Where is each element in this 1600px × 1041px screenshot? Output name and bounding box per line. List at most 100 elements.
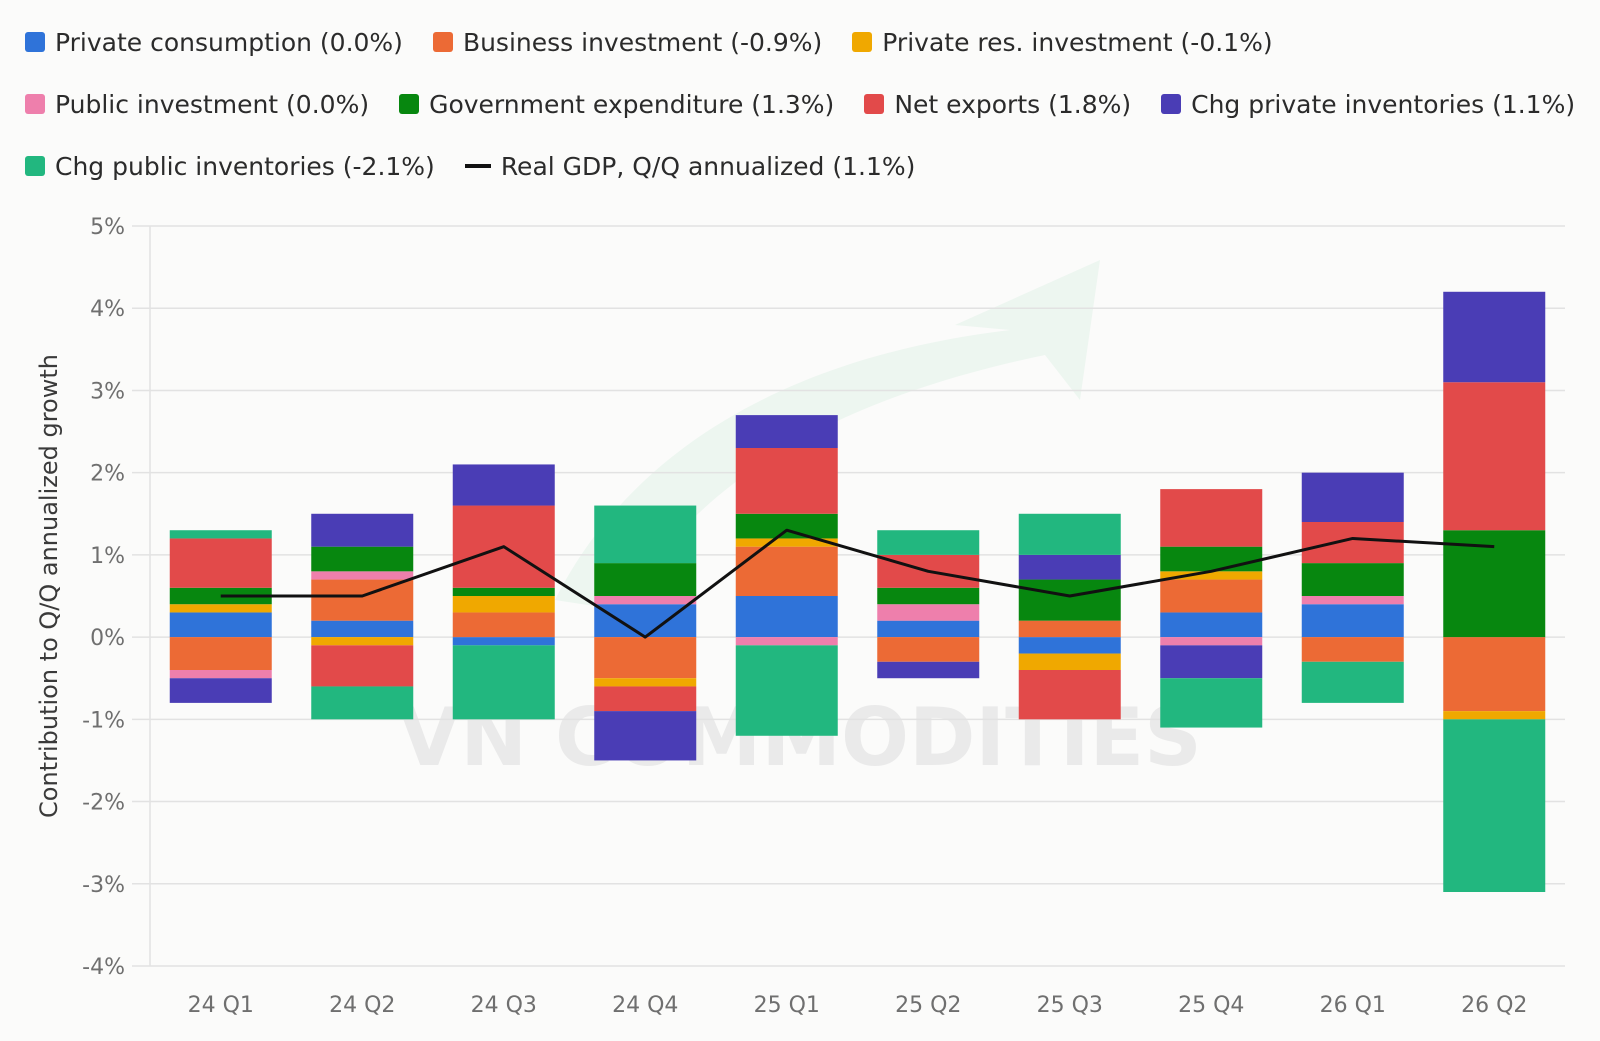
bar-segment [1160, 571, 1263, 580]
x-tick-label: 26 Q1 [1320, 993, 1386, 1018]
legend-item-real-gdp[interactable]: Real GDP, Q/Q annualized (1.1%) [464, 151, 916, 181]
bar-segment [735, 415, 838, 448]
bar-segment [594, 505, 697, 564]
y-tick-label: -2% [82, 791, 125, 816]
bar-segment [877, 620, 980, 638]
x-tick-label: 25 Q1 [754, 993, 820, 1018]
bar-segment [1018, 513, 1121, 555]
legend-swatch [25, 32, 45, 52]
legend-label: Private res. investment (-0.1%) [882, 27, 1273, 57]
bar-segment [735, 637, 838, 646]
bar-segment [1160, 489, 1263, 547]
x-tick-label: 24 Q4 [612, 993, 678, 1018]
legend-item-private-res-investment[interactable]: Private res. investment (-0.1%) [852, 27, 1273, 57]
legend-swatch [1161, 94, 1182, 114]
bar-segment [1443, 530, 1546, 638]
bar-segment [1160, 612, 1263, 638]
bar-segment [311, 579, 414, 621]
legend-row-2: Public investment (0.0%) Government expe… [25, 84, 1585, 124]
bar-segment [169, 670, 272, 679]
bar-segment [169, 637, 272, 670]
legend-swatch [25, 94, 45, 114]
bar-segment [1018, 620, 1121, 638]
legend-label: Public investment (0.0%) [55, 89, 370, 119]
bar-segment [169, 612, 272, 638]
bar-segment [452, 596, 555, 613]
bar-segment [594, 563, 697, 596]
legend-row-1: Private consumption (0.0%) Business inve… [25, 22, 1585, 62]
legend-label: Business investment (-0.9%) [462, 27, 823, 57]
bar-segment [1160, 546, 1263, 572]
bar-segment [594, 711, 697, 761]
bar-segment [1443, 637, 1546, 712]
bar-segment [594, 686, 697, 712]
legend-item-private-consumption[interactable]: Private consumption (0.0%) [25, 28, 403, 57]
y-tick-label: 0% [90, 626, 125, 651]
bar-segment [877, 587, 980, 605]
bar-segment [735, 645, 838, 736]
bar-segment [1160, 579, 1263, 613]
y-tick-label: -1% [82, 708, 125, 733]
watermark-arrow [555, 260, 1100, 610]
bar-segment [1018, 670, 1121, 720]
y-tick-label: 3% [90, 379, 125, 404]
bar-segment [311, 571, 414, 580]
bar-segment [169, 530, 272, 539]
legend-item-business-investment[interactable]: Business investment (-0.9%) [432, 27, 823, 57]
legend-item-chg-private-inventories[interactable]: Chg private inventories (1.1%) [1161, 90, 1575, 119]
y-tick-label: -4% [82, 955, 125, 980]
bar-segment [169, 538, 272, 588]
bar-segment [735, 546, 838, 596]
bar-segment [735, 513, 838, 539]
bar-segment [1018, 637, 1121, 654]
legend-swatch [432, 32, 453, 52]
bar-segment [877, 637, 980, 662]
bar-segment [1443, 711, 1546, 720]
x-tick-label: 24 Q1 [188, 993, 254, 1018]
x-tick-label: 25 Q3 [1037, 993, 1103, 1018]
bar-segment [735, 448, 838, 514]
bar-segment [311, 686, 414, 720]
bar-segment [169, 604, 272, 613]
legend-item-chg-public-inventories[interactable]: Chg public inventories (-2.1%) [25, 152, 435, 181]
bar-segment [1301, 637, 1404, 662]
bar-segment [452, 464, 555, 506]
x-tick-label: 26 Q2 [1461, 993, 1527, 1018]
bar-segment [1301, 604, 1404, 638]
bar-segment [1301, 472, 1404, 522]
bar-segment [311, 546, 414, 572]
y-tick-label: 5% [90, 215, 125, 240]
bar-segment [1160, 678, 1263, 728]
bar-segment [877, 530, 980, 555]
legend-line-swatch [464, 164, 491, 168]
bar-segment [1301, 522, 1404, 564]
legend-label: Chg public inventories (-2.1%) [55, 151, 435, 181]
legend-swatch [399, 94, 420, 114]
gdp-line [220, 528, 1495, 639]
y-tick-label: -3% [82, 873, 125, 898]
x-tick-label: 24 Q3 [471, 993, 537, 1018]
bar-segment [877, 661, 980, 679]
legend-item-government-expenditure[interactable]: Government expenditure (1.3%) [399, 90, 834, 119]
legend-label: Real GDP, Q/Q annualized (1.1%) [500, 151, 916, 181]
bar-segment [594, 596, 697, 605]
bar-segment [1443, 382, 1546, 531]
legend-swatch [25, 156, 45, 176]
legend-item-net-exports[interactable]: Net exports (1.8%) [864, 90, 1131, 119]
legend-label: Government expenditure (1.3%) [429, 89, 835, 119]
bar-segment [311, 620, 414, 638]
x-tick-label: 25 Q4 [1178, 993, 1244, 1018]
bar-segment [311, 645, 414, 687]
y-axis-title: Contribution to Q/Q annualized growth [35, 354, 63, 818]
bar-segment [452, 637, 555, 646]
legend-item-public-investment[interactable]: Public investment (0.0%) [25, 90, 369, 119]
legend-label: Private consumption (0.0%) [55, 27, 403, 57]
legend-swatch [864, 94, 885, 114]
bar-segment [1160, 645, 1263, 679]
bar-segment [735, 596, 838, 638]
legend: Private consumption (0.0%) Business inve… [25, 22, 1585, 208]
bar-segment [1443, 719, 1546, 892]
bar-segment [1301, 661, 1404, 703]
legend-label: Net exports (1.8%) [894, 89, 1132, 119]
